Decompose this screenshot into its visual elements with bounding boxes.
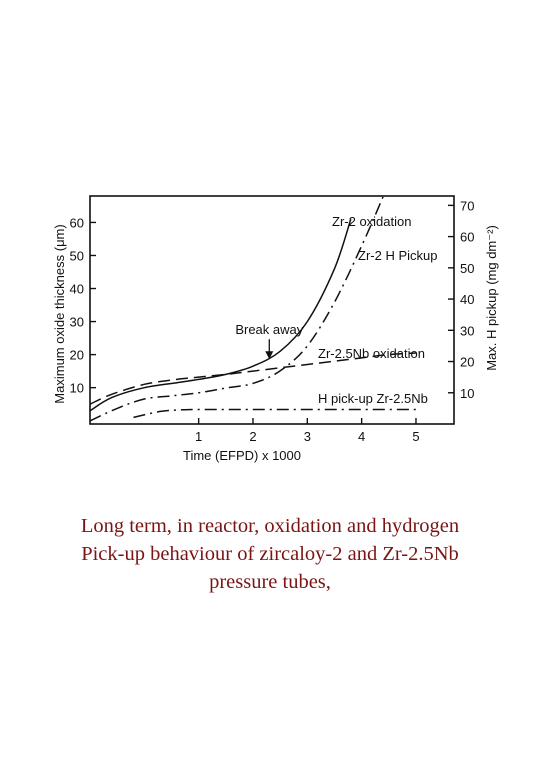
series-line-3 [89, 352, 417, 405]
y-left-tick-label: 20 [70, 348, 84, 363]
y-right-tick-label: 70 [460, 198, 474, 213]
y-left-tick-label: 30 [70, 315, 84, 330]
series-label-4: H pick-up Zr-2.5Nb [318, 391, 428, 406]
series-label-3: Zr-2.5Nb oxidation [318, 346, 425, 361]
y-right-tick-label: 40 [460, 292, 474, 307]
y-left-axis-label: Maximum oxide thickness (μm) [52, 224, 67, 403]
x-tick-label: 2 [249, 429, 256, 444]
x-tick-label: 5 [412, 429, 419, 444]
y-right-tick-label: 50 [460, 261, 474, 276]
y-left-tick-label: 50 [70, 248, 84, 263]
plot-frame [89, 195, 455, 425]
series-line-1 [89, 218, 352, 412]
y-right-axis-label: Max. H pickup (mg dm⁻²) [484, 225, 499, 371]
x-tick-label: 4 [358, 429, 365, 444]
x-axis-label: Time (EFPD) x 1000 [183, 448, 301, 463]
y-right-tick-label: 30 [460, 323, 474, 338]
series-line-4 [133, 408, 416, 419]
x-tick-label: 3 [304, 429, 311, 444]
caption-line-2: Pick-up behaviour of zircaloy-2 and Zr-2… [81, 543, 459, 565]
annotation-break-away: Break away [235, 322, 303, 337]
y-left-tick-label: 40 [70, 282, 84, 297]
x-tick-label: 1 [195, 429, 202, 444]
annotation-arrow-head [265, 351, 274, 360]
series-label-1: Zr-2 oxidation [332, 214, 411, 229]
y-right-tick-label: 20 [460, 355, 474, 370]
series-line-2 [89, 195, 385, 422]
y-right-tick-label: 60 [460, 230, 474, 245]
caption-line-1: Long term, in reactor, oxidation and hyd… [80, 515, 460, 537]
caption-line-3: pressure tubes, [209, 571, 331, 593]
series-label-2: Zr-2 H Pickup [358, 248, 437, 263]
y-left-tick-label: 60 [70, 215, 84, 230]
figure-caption: Long term, in reactor, oxidation and hyd… [10, 512, 530, 596]
y-left-tick-label: 10 [70, 381, 84, 396]
y-right-tick-label: 10 [460, 386, 474, 401]
